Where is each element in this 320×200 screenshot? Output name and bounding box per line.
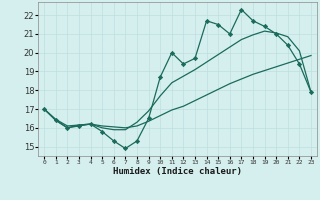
X-axis label: Humidex (Indice chaleur): Humidex (Indice chaleur) [113,167,242,176]
